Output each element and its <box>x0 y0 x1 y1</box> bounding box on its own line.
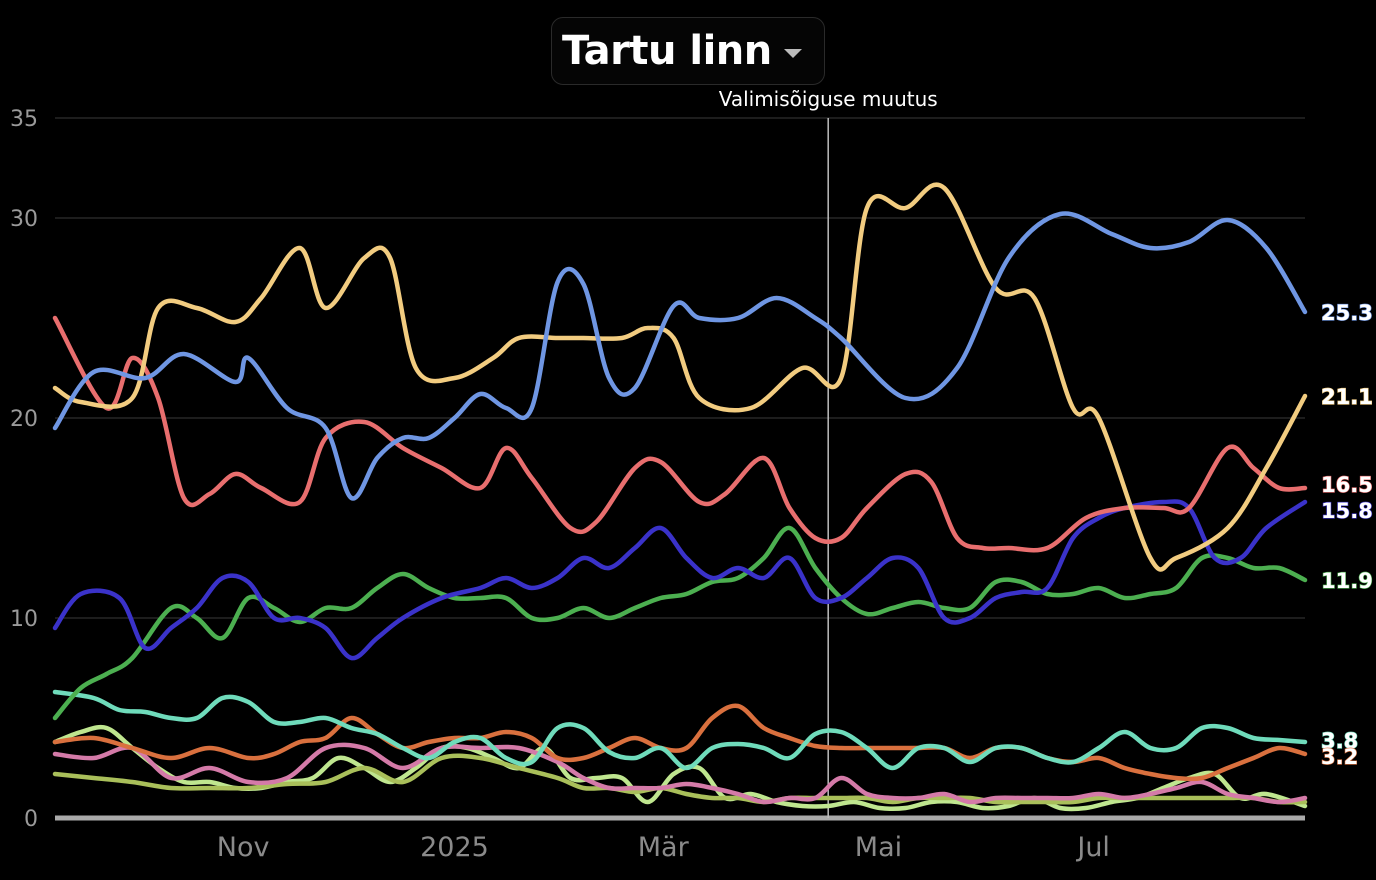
end-value-label: 16.5 <box>1321 473 1373 497</box>
series-line <box>52 499 1308 661</box>
series-line <box>52 315 1308 553</box>
y-tick-label: 30 <box>10 207 38 232</box>
x-tick-label: Nov <box>217 832 270 863</box>
series-line <box>52 689 1308 771</box>
chevron-down-icon[interactable] <box>784 49 802 58</box>
series-line <box>52 211 1308 501</box>
series-lines <box>52 182 1308 812</box>
annotation-label: Valimisõiguse muutus <box>719 87 938 111</box>
end-value-label: 11.9 <box>1321 569 1373 593</box>
annotation: Valimisõiguse muutus <box>719 87 938 818</box>
series-line <box>52 742 1308 805</box>
end-labels: 25.3 21.1 16.515.8 11.9 3.83.2 <box>1320 300 1373 769</box>
region-selector[interactable]: Tartu linn <box>551 17 825 85</box>
series-line <box>52 703 1308 782</box>
series-line <box>52 525 1308 721</box>
grid-lines <box>55 117 1305 821</box>
x-tick-label: 2025 <box>420 832 489 863</box>
y-axis-ticks: 0 10 20 30 35 <box>10 107 38 832</box>
x-tick-label: Mai <box>855 832 902 863</box>
end-value-label: 21.1 <box>1321 385 1373 409</box>
x-axis-ticks: Nov 2025 Mär Mai Jul <box>217 832 1110 863</box>
y-tick-label: 35 <box>10 107 38 132</box>
end-value-label: 15.8 <box>1321 499 1373 523</box>
end-value-label: 25.3 <box>1321 301 1373 325</box>
y-tick-label: 20 <box>10 407 38 432</box>
x-tick-label: Jul <box>1075 832 1110 863</box>
y-tick-label: 10 <box>10 607 38 632</box>
end-value-label: 3.2 <box>1321 745 1358 769</box>
end-value-label: 3.8 <box>1321 729 1358 753</box>
y-tick-label: 0 <box>24 807 38 832</box>
x-tick-label: Mär <box>638 832 690 863</box>
region-title: Tartu linn <box>562 28 772 74</box>
